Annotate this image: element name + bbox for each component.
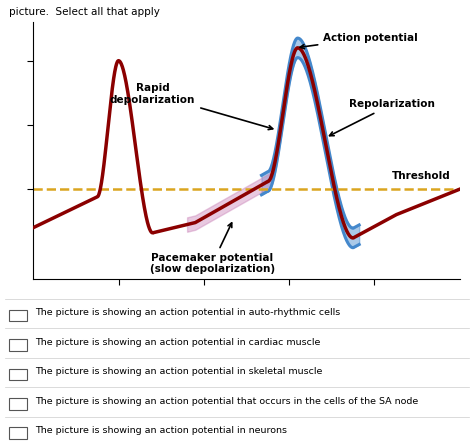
FancyBboxPatch shape [9, 427, 27, 439]
Text: picture.  Select all that apply: picture. Select all that apply [9, 7, 160, 17]
Text: Pacemaker potential
(slow depolarization): Pacemaker potential (slow depolarization… [150, 223, 275, 275]
Text: The picture is showing an action potential in skeletal muscle: The picture is showing an action potenti… [36, 367, 323, 376]
Text: The picture is showing an action potential that occurs in the cells of the SA no: The picture is showing an action potenti… [36, 396, 419, 406]
FancyBboxPatch shape [9, 369, 27, 380]
Text: The picture is showing an action potential in auto-rhythmic cells: The picture is showing an action potenti… [36, 308, 341, 317]
Text: Action potential: Action potential [300, 33, 418, 49]
FancyBboxPatch shape [9, 339, 27, 351]
Text: Rapid
depolarization: Rapid depolarization [110, 83, 273, 130]
Text: Threshold: Threshold [392, 171, 450, 181]
FancyBboxPatch shape [9, 398, 27, 410]
Text: The picture is showing an action potential in cardiac muscle: The picture is showing an action potenti… [36, 338, 321, 347]
Text: Repolarization: Repolarization [329, 99, 435, 136]
FancyBboxPatch shape [9, 310, 27, 321]
Text: The picture is showing an action potential in neurons: The picture is showing an action potenti… [36, 426, 288, 435]
